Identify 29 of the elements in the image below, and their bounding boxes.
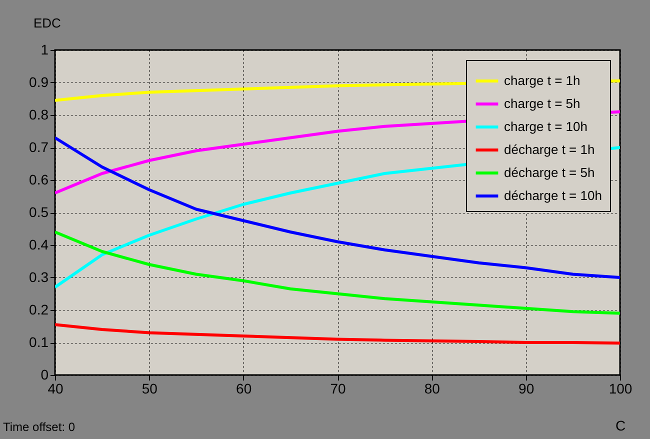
x-tick-label: 100 <box>608 380 632 396</box>
y-tick-label: 0.8 <box>29 106 49 122</box>
y-tick-label: 0.6 <box>29 172 49 188</box>
legend-label: charge t = 5h <box>504 96 580 111</box>
y-tick-label: 1 <box>40 42 49 58</box>
x-tick-label: 40 <box>48 380 64 396</box>
line-series <box>55 323 620 345</box>
y-tick-label: 0.7 <box>29 139 49 155</box>
line-series <box>55 230 620 315</box>
y-tick-label: 0.3 <box>29 269 49 285</box>
x-tick-label: 90 <box>518 380 534 396</box>
y-tick-label: 0 <box>40 366 49 382</box>
text: Time offset: 0 <box>3 420 76 434</box>
legend-label: décharge t = 1h <box>504 142 595 157</box>
legend-label: charge t = 10h <box>504 119 588 134</box>
y-tick-label: 0.9 <box>29 74 49 90</box>
y-tick-label: 0.1 <box>29 334 49 350</box>
y-tick-label: 0.2 <box>29 302 49 318</box>
legend-label: décharge t = 10h <box>504 188 602 203</box>
x-tick-label: 60 <box>236 380 252 396</box>
legend-label: charge t = 1h <box>504 73 580 88</box>
x-tick-label: 70 <box>330 380 346 396</box>
y-tick-label: 0.4 <box>29 236 49 252</box>
x-tick-label: 50 <box>142 380 158 396</box>
y-tick-label: 0.5 <box>29 204 49 220</box>
x-axis-title: C <box>615 418 626 434</box>
legend-label: décharge t = 5h <box>504 165 595 180</box>
x-tick-label: 80 <box>424 380 440 396</box>
y-axis-title: EDC <box>34 16 61 30</box>
